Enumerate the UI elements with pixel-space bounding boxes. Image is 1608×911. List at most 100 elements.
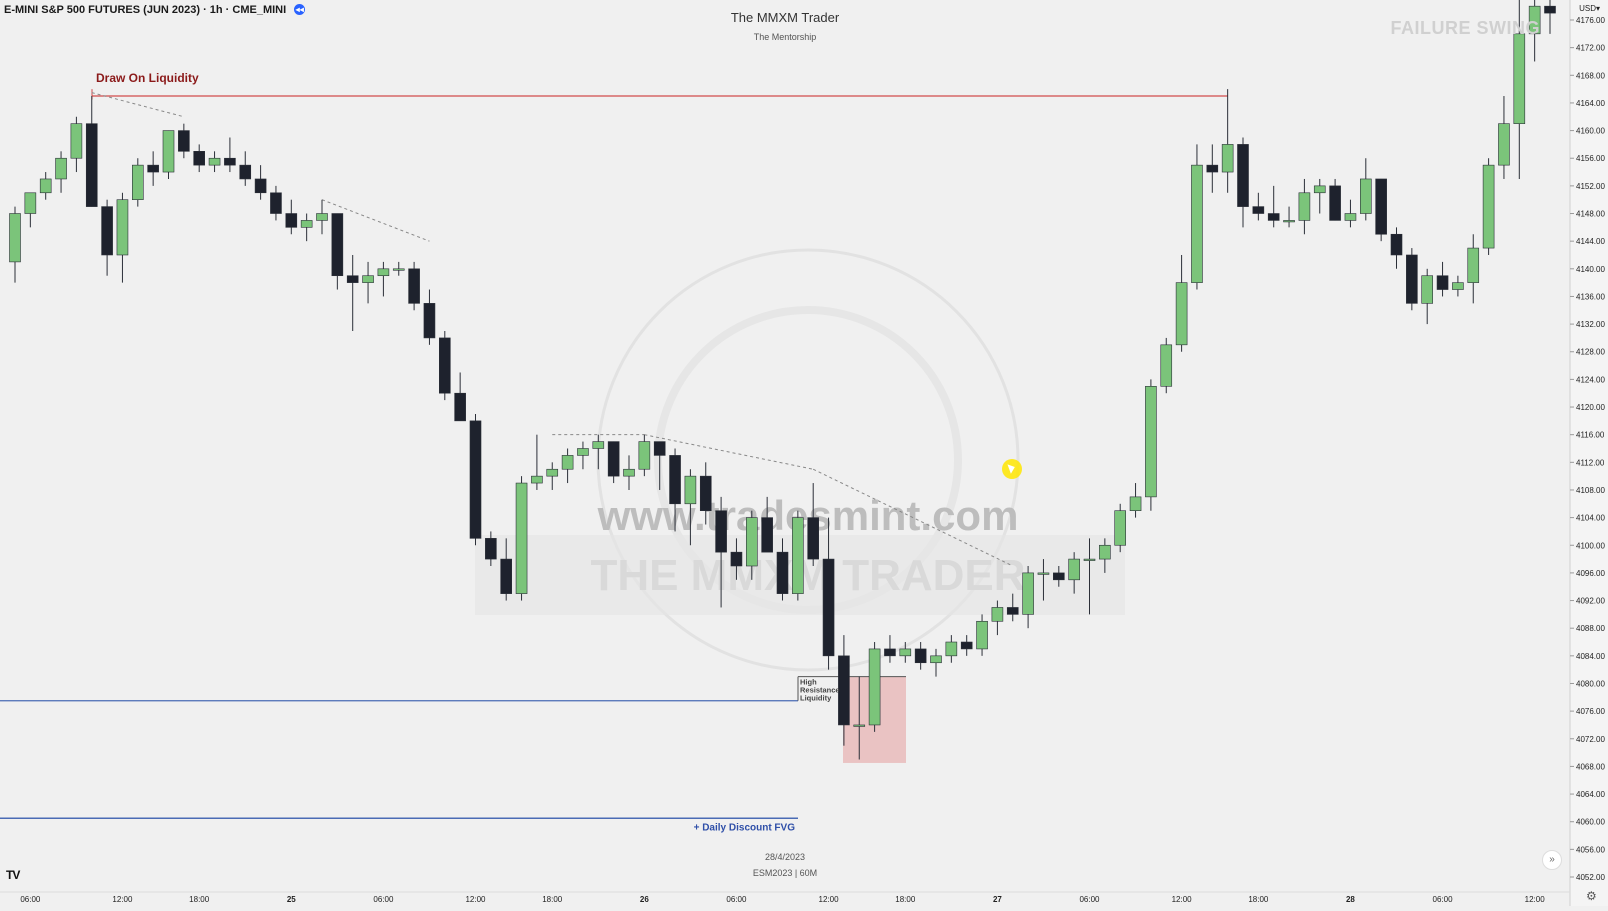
bear-candle-body (761, 517, 773, 553)
trend-dashed-line (91, 92, 184, 118)
bull-candle-body (208, 157, 221, 166)
bear-candle-body (669, 455, 681, 505)
bull-candle-body (1099, 544, 1111, 560)
bull-candle-body (1129, 496, 1142, 512)
time-tick-label: 06:00 (726, 895, 747, 904)
candle (761, 496, 773, 553)
candle (730, 538, 743, 580)
candle (254, 165, 267, 200)
candle (1053, 565, 1065, 587)
time-tick-label: 06:00 (20, 895, 41, 904)
candle (1175, 254, 1188, 352)
bear-candle-body (1544, 5, 1556, 14)
bear-candle-body (607, 441, 620, 477)
bear-candle-body (469, 420, 482, 539)
price-tick-label: 4132.00 (1576, 320, 1605, 329)
candle (316, 199, 328, 235)
time-tick-label: 06:00 (1079, 895, 1100, 904)
price-tick-label: 4052.00 (1576, 873, 1605, 882)
bull-candle-body (1160, 344, 1173, 387)
price-tick-label: 4072.00 (1576, 735, 1605, 744)
bull-candle-body (638, 441, 651, 470)
candle (1513, 0, 1526, 179)
time-tick-label: 18:00 (189, 895, 210, 904)
candle (1421, 268, 1433, 325)
time-tick-label: 18:00 (542, 895, 563, 904)
bear-candle-body (454, 392, 466, 422)
bear-candle-body (1206, 164, 1219, 173)
candle (1114, 503, 1126, 553)
bull-candle-body (1083, 558, 1096, 561)
candle (822, 517, 835, 670)
candle (500, 538, 513, 601)
symbol-title[interactable]: E-MINI S&P 500 FUTURES (JUN 2023) · 1h ·… (4, 4, 306, 16)
price-tick-label: 4112.00 (1576, 458, 1605, 467)
bull-candle-body (1498, 123, 1510, 166)
candle (132, 158, 144, 207)
candle (346, 254, 359, 332)
currency-selector[interactable]: USD▾ (1579, 4, 1600, 13)
bear-candle-body (423, 303, 436, 339)
candle (515, 476, 528, 601)
bear-candle-body (270, 192, 282, 214)
bear-candle-body (1406, 254, 1418, 304)
candle (1206, 144, 1219, 193)
time-tick-label: 12:00 (112, 895, 133, 904)
candle (792, 510, 804, 601)
time-tick-label: 06:00 (373, 895, 394, 904)
candle (1467, 234, 1480, 304)
candle (438, 331, 451, 401)
bull-candle-body (1421, 275, 1433, 304)
candle (285, 199, 298, 235)
time-tick-label: 28 (1346, 895, 1355, 904)
bull-candle-body (377, 268, 390, 277)
bull-candle-body (853, 724, 866, 727)
candle (1022, 565, 1034, 629)
tradingview-logo[interactable]: TV (6, 868, 20, 882)
candle (1099, 538, 1111, 573)
candle (362, 261, 374, 304)
bull-candle-body (684, 475, 697, 505)
price-tick-label: 4124.00 (1576, 375, 1605, 384)
candle (899, 642, 912, 663)
candle (162, 130, 175, 179)
price-tick-label: 4104.00 (1576, 514, 1605, 523)
candle (224, 137, 236, 173)
bull-candle-body (1114, 510, 1126, 546)
bull-candle-body (1191, 164, 1203, 283)
candle (392, 261, 405, 276)
bull-candle-body (1452, 282, 1464, 290)
bear-candle-body (1390, 233, 1403, 256)
bear-candle-body (715, 510, 727, 553)
bear-candle-body (1267, 213, 1280, 221)
gear-icon[interactable]: ⚙ (1586, 889, 1597, 903)
time-tick-label: 12:00 (819, 895, 840, 904)
price-tick-label: 4076.00 (1576, 707, 1605, 716)
bull-candle-body (132, 164, 144, 200)
candle (1221, 89, 1234, 193)
time-tick-label: 12:00 (1525, 895, 1546, 904)
scroll-to-latest-icon[interactable]: » (1542, 850, 1562, 870)
symbol-text: E-MINI S&P 500 FUTURES (JUN 2023) · 1h ·… (4, 4, 287, 16)
candle (469, 413, 482, 546)
bear-candle-body (285, 213, 298, 228)
candle (147, 151, 159, 186)
daily-fvg-label: + Daily Discount FVG (694, 822, 796, 833)
candle (945, 635, 958, 663)
candle (1237, 137, 1249, 228)
candle (531, 434, 543, 490)
price-tick-label: 4084.00 (1576, 652, 1605, 661)
bull-candle-body (1482, 164, 1495, 249)
price-tick-label: 4092.00 (1576, 597, 1605, 606)
bull-candle-body (1068, 558, 1080, 581)
candle (561, 448, 574, 484)
price-tick-label: 4108.00 (1576, 486, 1605, 495)
candle (607, 441, 620, 484)
bull-candle-body (1298, 192, 1311, 221)
candle (1313, 178, 1326, 214)
bull-candle-body (1283, 220, 1295, 223)
collapse-badge-icon[interactable]: ◂◂ (294, 4, 306, 15)
candle (745, 510, 758, 580)
